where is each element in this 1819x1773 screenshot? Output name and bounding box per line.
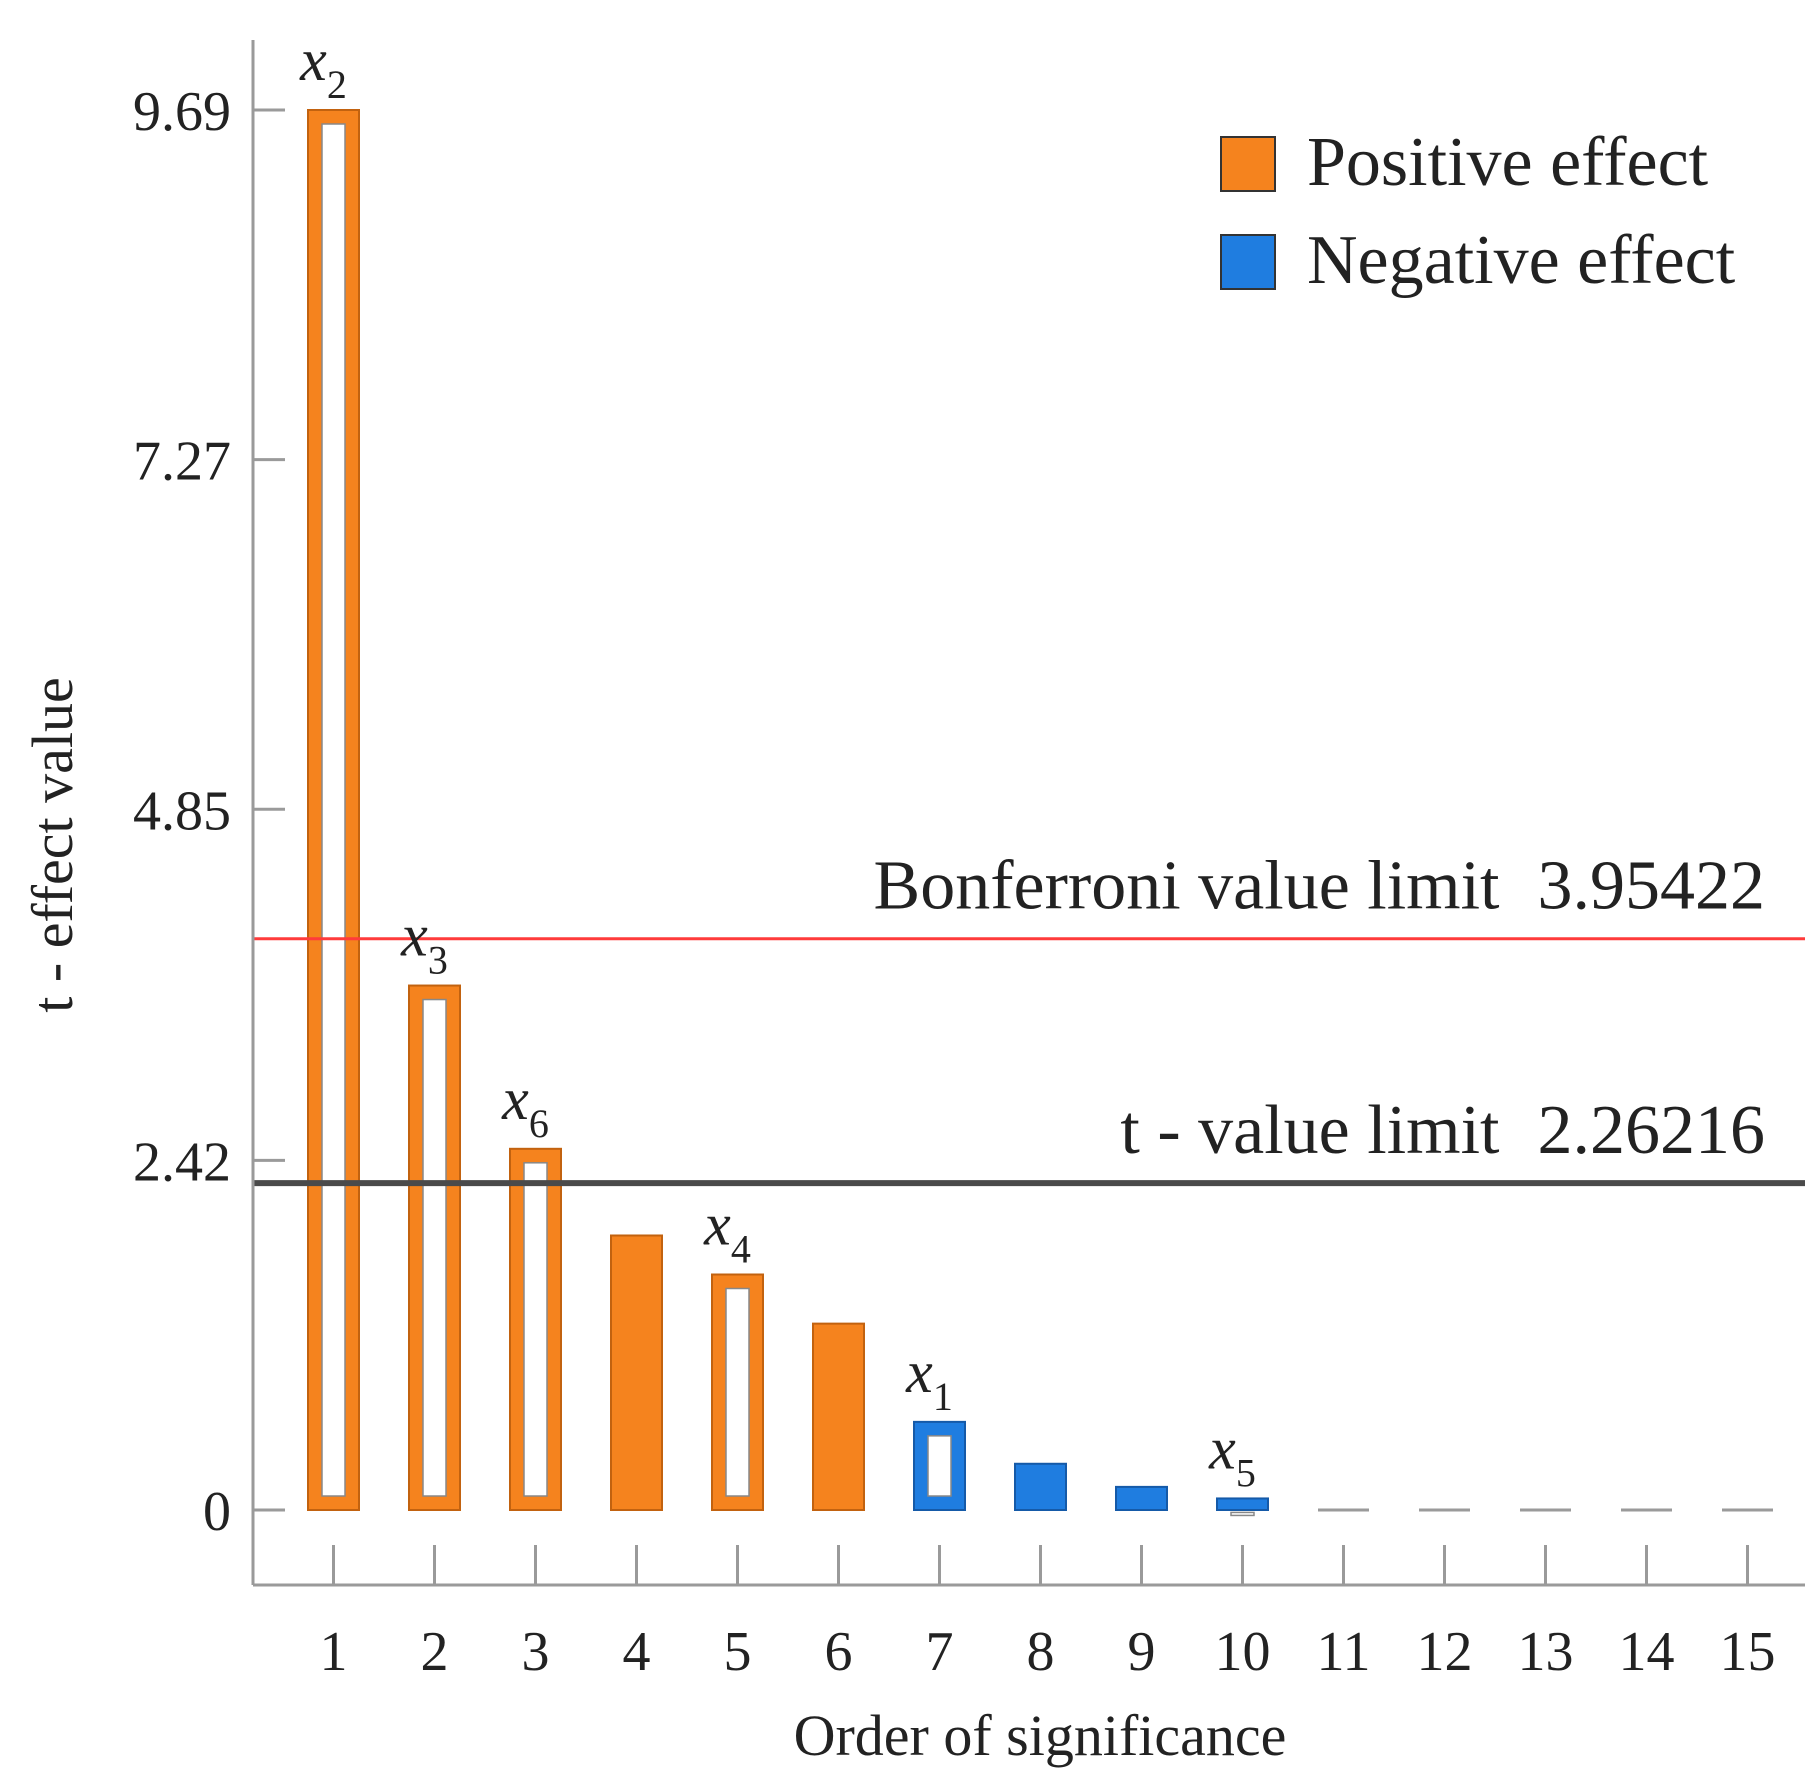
bar-variable-base: x (1208, 1415, 1236, 1481)
bar-hollow-5 (725, 1287, 750, 1497)
bar-hollow-2 (422, 998, 447, 1497)
x-tick-label: 5 (724, 1621, 752, 1683)
x-axis-title: Order of significance (794, 1703, 1287, 1768)
bar-hollow-10 (1230, 1511, 1255, 1517)
bar-6 (812, 1322, 865, 1512)
y-tick-label: 2.42 (133, 1131, 231, 1193)
x-tick-label: 14 (1619, 1621, 1675, 1683)
bar-variable-base: x (905, 1339, 933, 1405)
y-tick-label: 0 (203, 1481, 231, 1543)
bar-variable-subscript: 5 (1236, 1450, 1256, 1495)
y-axis-title: t - effect value (20, 677, 85, 1012)
bar-variable-label: x2 (299, 27, 347, 107)
bar-variable-base: x (501, 1066, 529, 1132)
bar-variable-subscript: 3 (428, 938, 448, 983)
bar-variable-subscript: 4 (731, 1226, 751, 1271)
reference-line-label-1: Bonferroni value limit 3.95422 (874, 848, 1765, 925)
bar-variable-base: x (703, 1191, 731, 1257)
x-tick-label: 12 (1417, 1621, 1473, 1683)
bar-8 (1014, 1462, 1067, 1511)
bar-variable-base: x (400, 903, 428, 969)
legend-swatch-1 (1220, 136, 1276, 192)
x-tick-label: 3 (522, 1621, 550, 1683)
x-tick-label: 1 (320, 1621, 348, 1683)
reference-line-label-2: t - value limit 2.26216 (1120, 1092, 1765, 1169)
x-tick-label: 13 (1518, 1621, 1574, 1683)
bar-10 (1216, 1497, 1269, 1511)
bar-variable-label: x4 (703, 1191, 751, 1271)
bar-variable-label: x5 (1208, 1415, 1256, 1495)
legend-label-1: Positive effect (1307, 124, 1709, 201)
bar-hollow-7 (927, 1435, 952, 1497)
bar-variable-label: x6 (501, 1066, 549, 1146)
bar-variable-base: x (299, 27, 327, 93)
bar-9 (1115, 1485, 1168, 1512)
y-tick-label: 4.85 (133, 780, 231, 842)
bar-variable-label: x3 (400, 903, 448, 983)
x-tick-label: 15 (1720, 1621, 1776, 1683)
legend-label-2: Negative effect (1307, 222, 1736, 299)
bar-variable-subscript: 2 (327, 62, 347, 107)
bar-hollow-3 (523, 1162, 548, 1497)
x-tick-label: 9 (1128, 1621, 1156, 1683)
x-tick-label: 11 (1317, 1621, 1371, 1683)
reference-line-value: 2.26216 (1538, 1092, 1766, 1169)
bar-4 (610, 1234, 663, 1512)
y-tick-label: 9.69 (133, 81, 231, 143)
bar-variable-subscript: 6 (529, 1101, 549, 1146)
x-tick-label: 8 (1027, 1621, 1055, 1683)
bar-variable-label: x1 (905, 1339, 953, 1419)
y-tick-label: 7.27 (133, 431, 231, 493)
reference-line-name: t - value limit (1120, 1092, 1500, 1169)
legend-swatch-2 (1220, 234, 1276, 290)
bar-hollow-1 (321, 123, 346, 1497)
x-tick-label: 7 (926, 1621, 954, 1683)
x-tick-label: 6 (825, 1621, 853, 1683)
reference-line-name: Bonferroni value limit (874, 848, 1501, 925)
bar-variable-subscript: 1 (933, 1374, 953, 1419)
x-tick-label: 10 (1215, 1621, 1271, 1683)
reference-line-value: 3.95422 (1538, 848, 1766, 925)
x-tick-label: 2 (421, 1621, 449, 1683)
x-tick-label: 4 (623, 1621, 651, 1683)
